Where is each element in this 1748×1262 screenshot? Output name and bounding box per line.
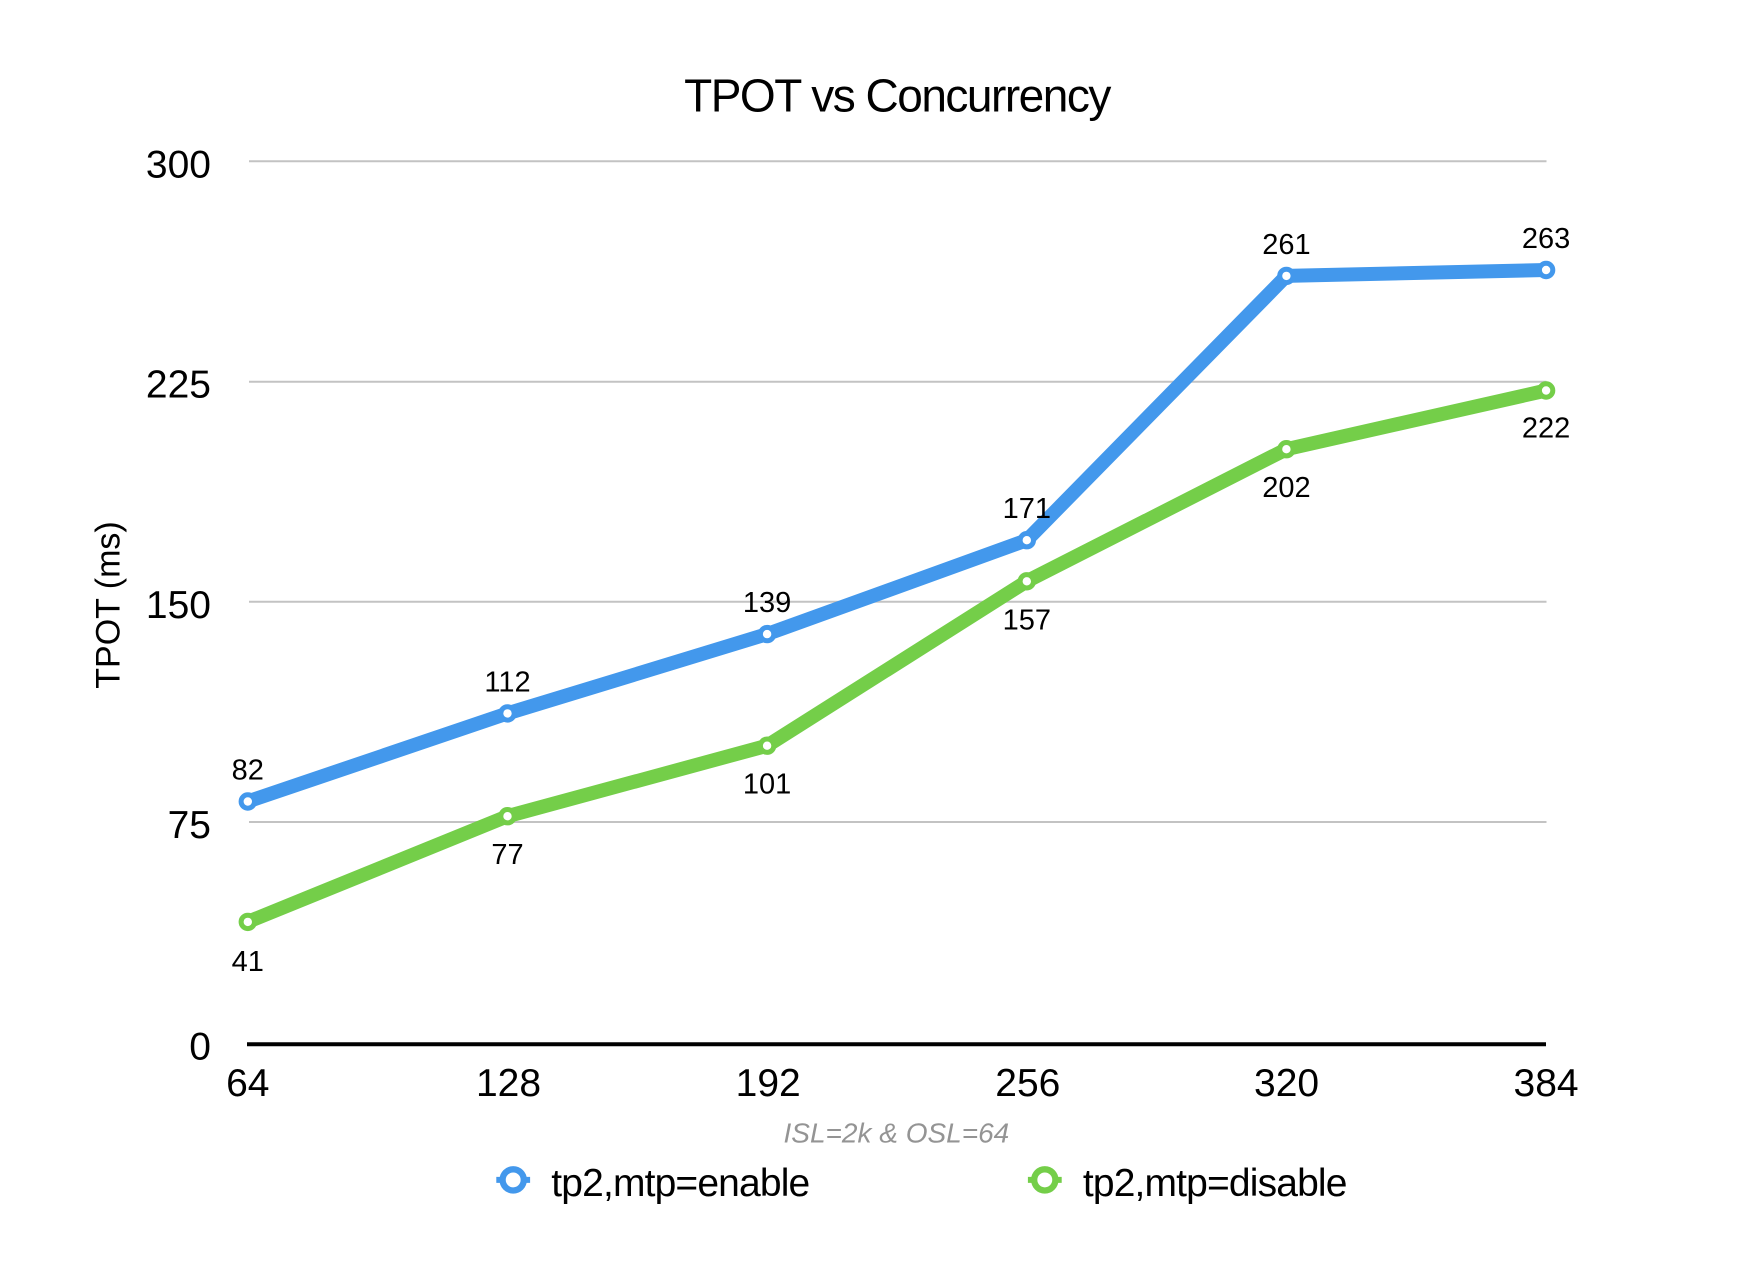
svg-text:261: 261 xyxy=(1262,229,1310,261)
svg-text:TPOT vs Concurrency: TPOT vs Concurrency xyxy=(684,70,1111,122)
svg-text:82: 82 xyxy=(232,755,264,787)
svg-text:202: 202 xyxy=(1262,472,1310,504)
svg-text:0: 0 xyxy=(189,1026,211,1069)
svg-text:263: 263 xyxy=(1522,223,1570,255)
svg-text:225: 225 xyxy=(146,364,211,407)
svg-text:ISL=2k & OSL=64: ISL=2k & OSL=64 xyxy=(784,1117,1010,1148)
svg-text:139: 139 xyxy=(743,587,791,619)
svg-text:101: 101 xyxy=(743,769,791,801)
svg-text:192: 192 xyxy=(736,1062,801,1105)
svg-text:150: 150 xyxy=(146,584,211,627)
svg-text:75: 75 xyxy=(168,804,211,847)
svg-text:256: 256 xyxy=(995,1062,1060,1105)
svg-text:320: 320 xyxy=(1254,1062,1319,1105)
svg-text:41: 41 xyxy=(232,946,264,978)
svg-text:157: 157 xyxy=(1003,604,1051,636)
svg-text:222: 222 xyxy=(1522,413,1570,445)
svg-text:384: 384 xyxy=(1514,1062,1579,1105)
svg-text:TPOT (ms): TPOT (ms) xyxy=(90,521,128,688)
svg-text:tp2,mtp=disable: tp2,mtp=disable xyxy=(1083,1162,1347,1205)
svg-text:tp2,mtp=enable: tp2,mtp=enable xyxy=(551,1162,809,1205)
svg-text:112: 112 xyxy=(484,666,530,698)
svg-text:64: 64 xyxy=(226,1062,269,1105)
svg-text:77: 77 xyxy=(491,839,523,871)
svg-text:171: 171 xyxy=(1003,493,1051,525)
svg-text:300: 300 xyxy=(146,143,211,186)
svg-text:128: 128 xyxy=(476,1062,541,1105)
